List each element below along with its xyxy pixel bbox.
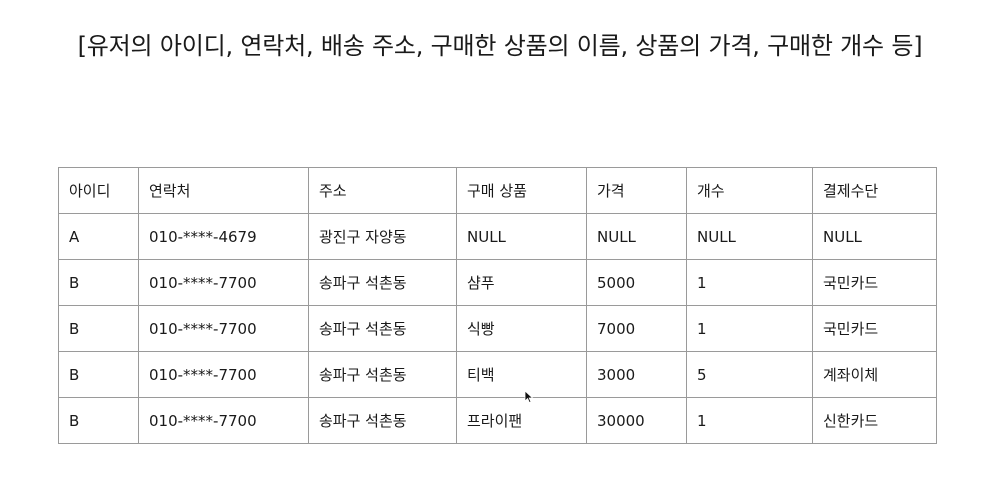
table-row: B 010-****-7700 송파구 석촌동 프라이팬 30000 1 신한카… bbox=[58, 397, 937, 444]
cell-price: 3000 bbox=[586, 351, 687, 398]
cell-product: NULL bbox=[456, 213, 587, 260]
cell-quantity: 1 bbox=[686, 259, 813, 306]
cell-contact: 010-****-7700 bbox=[138, 259, 309, 306]
header-cell-id: 아이디 bbox=[58, 167, 139, 214]
cell-quantity: NULL bbox=[686, 213, 813, 260]
cell-payment: 계좌이체 bbox=[812, 351, 937, 398]
cell-quantity: 5 bbox=[686, 351, 813, 398]
header-cell-quantity: 개수 bbox=[686, 167, 813, 214]
header-cell-price: 가격 bbox=[586, 167, 687, 214]
cell-address: 송파구 석촌동 bbox=[308, 397, 457, 444]
cell-quantity: 1 bbox=[686, 397, 813, 444]
cell-payment: 국민카드 bbox=[812, 259, 937, 306]
cell-product: 식빵 bbox=[456, 305, 587, 352]
cell-id: B bbox=[58, 397, 139, 444]
cell-quantity: 1 bbox=[686, 305, 813, 352]
cell-price: 7000 bbox=[586, 305, 687, 352]
cell-contact: 010-****-7700 bbox=[138, 305, 309, 352]
table-row: A 010-****-4679 광진구 자양동 NULL NULL NULL N… bbox=[58, 213, 937, 260]
header-cell-contact: 연락처 bbox=[138, 167, 309, 214]
cell-product: 샴푸 bbox=[456, 259, 587, 306]
cell-id: B bbox=[58, 259, 139, 306]
cell-payment: 신한카드 bbox=[812, 397, 937, 444]
cell-id: B bbox=[58, 351, 139, 398]
table-header-row: 아이디 연락처 주소 구매 상품 가격 개수 결제수단 bbox=[58, 167, 937, 214]
header-cell-product: 구매 상품 bbox=[456, 167, 587, 214]
table-row: B 010-****-7700 송파구 석촌동 샴푸 5000 1 국민카드 bbox=[58, 259, 937, 306]
cell-address: 송파구 석촌동 bbox=[308, 259, 457, 306]
cell-address: 송파구 석촌동 bbox=[308, 351, 457, 398]
cell-payment: 국민카드 bbox=[812, 305, 937, 352]
slide-heading: [유저의 아이디, 연락처, 배송 주소, 구매한 상품의 이름, 상품의 가격… bbox=[77, 32, 923, 60]
cell-product: 티백 bbox=[456, 351, 587, 398]
table-row: B 010-****-7700 송파구 석촌동 식빵 7000 1 국민카드 bbox=[58, 305, 937, 352]
mouse-pointer-icon bbox=[524, 390, 534, 404]
cell-id: A bbox=[58, 213, 139, 260]
cell-id: B bbox=[58, 305, 139, 352]
cell-price: 30000 bbox=[586, 397, 687, 444]
cell-price: NULL bbox=[586, 213, 687, 260]
cell-address: 송파구 석촌동 bbox=[308, 305, 457, 352]
customer-orders-table: 아이디 연락처 주소 구매 상품 가격 개수 결제수단 A 010-****-4… bbox=[58, 167, 937, 444]
cell-price: 5000 bbox=[586, 259, 687, 306]
cell-contact: 010-****-4679 bbox=[138, 213, 309, 260]
cell-contact: 010-****-7700 bbox=[138, 397, 309, 444]
cell-address: 광진구 자양동 bbox=[308, 213, 457, 260]
table-row: B 010-****-7700 송파구 석촌동 티백 3000 5 계좌이체 bbox=[58, 351, 937, 398]
cell-contact: 010-****-7700 bbox=[138, 351, 309, 398]
cell-product: 프라이팬 bbox=[456, 397, 587, 444]
header-cell-address: 주소 bbox=[308, 167, 457, 214]
cell-payment: NULL bbox=[812, 213, 937, 260]
header-cell-payment: 결제수단 bbox=[812, 167, 937, 214]
